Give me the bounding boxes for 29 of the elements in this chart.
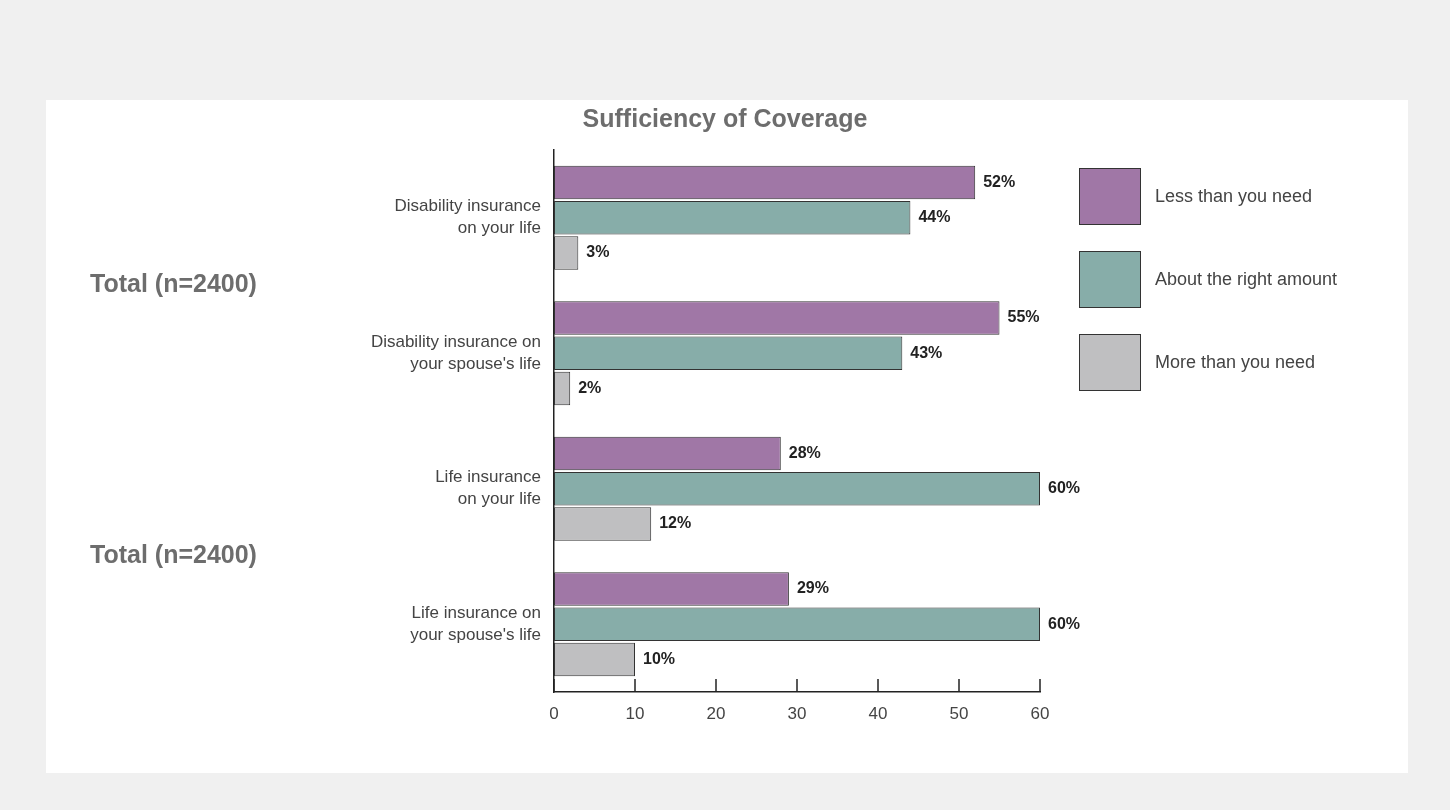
data-label: 43% (910, 343, 943, 361)
data-label: 52% (983, 172, 1016, 190)
data-label: 12% (659, 514, 692, 532)
y-tick-label: Life insurance on your spouse's life (410, 602, 541, 644)
x-tick-label: 0 (549, 703, 559, 723)
text: More than you need (1155, 352, 1316, 373)
data-label: 55% (1007, 308, 1040, 326)
x-tick-label: 60 (1030, 703, 1050, 723)
data-label: 28% (788, 443, 821, 461)
text: Total (n=2400) (90, 540, 257, 569)
data-label: 60% (1048, 614, 1081, 632)
text: Total (n=2400) (90, 269, 257, 298)
y-tick-label: Disability insurance on your spouse's life (370, 331, 541, 373)
y-tick-label: Disability insurance on your life (394, 196, 541, 238)
text: Less than you need (1155, 186, 1313, 207)
x-tick-label: 20 (706, 703, 726, 723)
data-label: 2% (578, 378, 602, 396)
text: About the right amount (1155, 269, 1338, 290)
data-label: 44% (918, 208, 951, 226)
x-tick-label: 50 (949, 703, 969, 723)
x-tick-label: 10 (625, 703, 645, 723)
x-tick-label: 40 (868, 703, 888, 723)
data-label: 3% (586, 243, 610, 261)
y-tick-label: Life insurance on your life (435, 467, 541, 509)
data-label: 29% (796, 579, 829, 597)
data-label: 10% (643, 649, 676, 667)
data-label: 60% (1048, 479, 1081, 497)
chart-title: Sufficiency of Coverage (581, 104, 869, 133)
x-tick-label: 30 (787, 703, 807, 723)
